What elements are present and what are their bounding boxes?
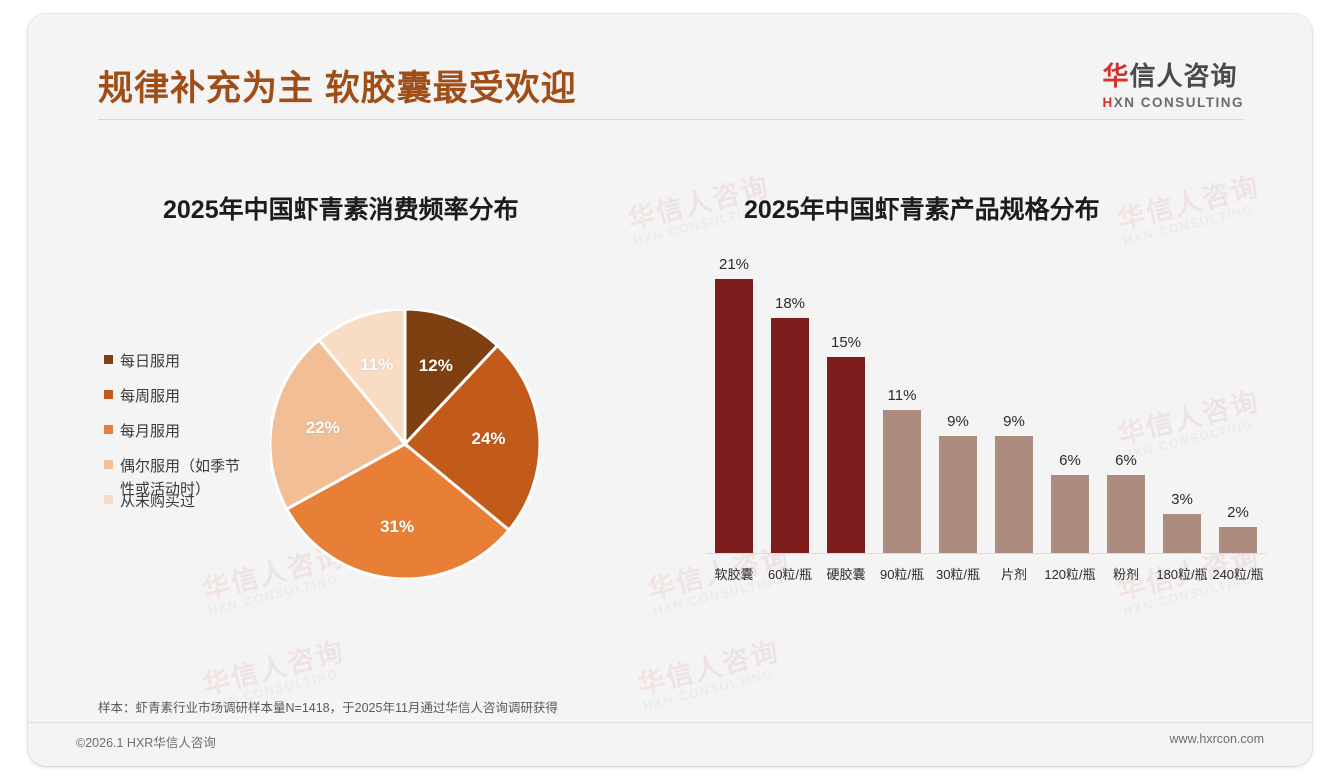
watermark-chinese: 华信人咨询 xyxy=(634,636,783,701)
bar-value-label: 15% xyxy=(830,334,862,352)
logo-chinese-rest: 信人咨询 xyxy=(1129,61,1238,91)
pie-legend-label: 从未购买过 xyxy=(120,493,196,510)
pie-chart-area: 12% 24% 31% 22% 11% xyxy=(88,174,688,634)
slide-header: 规律补充为主 软胶囊最受欢迎 华信人咨询 HXN CONSULTING xyxy=(28,14,1312,126)
bar-category-label: 60粒/瓶 xyxy=(767,567,813,582)
bar-category-label: 片剂 xyxy=(1000,567,1028,582)
pie-chart-panel: 2025年中国虾青素消费频率分布 每日服用每周服用每月服用偶尔服用（如季节性或活… xyxy=(88,174,688,634)
pie-legend-item[interactable]: 每日服用 xyxy=(104,350,254,370)
pie-svg xyxy=(270,309,540,579)
bar-value-label: 3% xyxy=(1171,490,1193,508)
watermark-chinese: 华信人咨询 xyxy=(199,636,348,701)
bar-rect[interactable] xyxy=(883,409,921,553)
bar-category-label: 180粒/瓶 xyxy=(1156,567,1208,582)
pie-legend-item[interactable]: 每月服用 xyxy=(104,420,254,440)
bar-chart-area: 21% 软胶囊 18% 60粒/瓶 15% 硬胶囊 11% 90粒/瓶 9% 30粒/瓶 9% 片剂 6… xyxy=(706,254,1266,594)
logo-english: HXN CONSULTING xyxy=(1103,95,1245,110)
pie-slice[interactable] xyxy=(403,309,500,448)
bar-rect[interactable] xyxy=(715,279,753,553)
bar-chart-panel: 2025年中国虾青素产品规格分布 21% 软胶囊 18% 60粒/瓶 15% 硬胶囊 11%… xyxy=(688,174,1268,634)
pie-graphic: 12% 24% 31% 22% 11% xyxy=(270,309,540,579)
logo-chinese: 华信人咨询 xyxy=(1103,62,1245,91)
pie-slice[interactable] xyxy=(402,343,540,533)
bar-rect[interactable] xyxy=(1163,513,1201,553)
legend-swatch-icon xyxy=(104,355,113,364)
pie-chart-title: 2025年中国虾青素消费频率分布 xyxy=(163,196,519,224)
bar-category-label: 240粒/瓶 xyxy=(1212,567,1264,582)
bar-column[interactable] xyxy=(715,279,753,553)
pie-slice[interactable] xyxy=(270,337,408,512)
page-title: 规律补充为主 软胶囊最受欢迎 xyxy=(98,69,577,108)
source-note: 样本：虾青素行业市场调研样本量N=1418，于2025年11月通过华信人咨询调研… xyxy=(98,701,558,715)
pie-slice[interactable] xyxy=(284,442,512,579)
logo-english-accent: H xyxy=(1102,94,1114,110)
bar-category-label: 120粒/瓶 xyxy=(1044,567,1096,582)
pie-legend-label: 偶尔服用（如季节性或活动时） xyxy=(120,458,241,499)
bar-plot: 21% 软胶囊 18% 60粒/瓶 15% 硬胶囊 11% 90粒/瓶 9% 30粒/瓶 9% 片剂 6… xyxy=(706,254,1266,582)
legend-swatch-icon xyxy=(104,460,113,469)
watermark-english: HXN CONSULTING xyxy=(641,667,776,714)
bar-rect[interactable] xyxy=(939,435,977,553)
bar-column[interactable] xyxy=(1051,474,1089,553)
watermark-8: 华信人咨询 HXN CONSULTING xyxy=(634,636,786,714)
pie-slice[interactable] xyxy=(316,309,407,449)
pie-legend-item[interactable]: 从未购买过 xyxy=(104,490,254,510)
logo-english-rest: XN CONSULTING xyxy=(1113,94,1244,110)
legend-swatch-icon xyxy=(104,425,113,434)
bar-value-label: 6% xyxy=(1115,451,1137,469)
pie-legend: 每日服用每周服用每月服用偶尔服用（如季节性或活动时） 从未购买过 xyxy=(104,350,254,510)
bar-column[interactable] xyxy=(827,357,865,553)
pie-legend-item[interactable]: 偶尔服用（如季节性或活动时） xyxy=(104,455,254,498)
bar-value-label: 21% xyxy=(718,256,750,274)
bar-category-label: 粉剂 xyxy=(1112,567,1140,582)
pie-legend-item[interactable]: 每周服用 xyxy=(104,385,254,405)
pie-legend-label: 每周服用 xyxy=(120,388,181,405)
bar-column[interactable] xyxy=(1163,513,1201,553)
title-divider xyxy=(98,119,1243,120)
bar-category-label: 30粒/瓶 xyxy=(935,567,981,582)
footer-divider xyxy=(28,722,1312,723)
bar-value-label: 11% xyxy=(887,386,917,404)
logo-chinese-accent: 华 xyxy=(1102,61,1130,91)
bar-rect[interactable] xyxy=(1051,474,1089,553)
bar-column[interactable] xyxy=(939,435,977,553)
bar-rect[interactable] xyxy=(995,435,1033,553)
copyright-text: ©2026.1 HXR华信人咨询 xyxy=(76,736,216,750)
bar-value-label: 9% xyxy=(1003,412,1025,430)
slide: 华信人咨询 HXN CONSULTING 华信人咨询 HXN CONSULTING 华信… xyxy=(28,14,1312,766)
x-axis-line xyxy=(706,553,1266,554)
bar-column[interactable] xyxy=(995,435,1033,553)
legend-swatch-icon xyxy=(104,390,113,399)
bar-value-label: 9% xyxy=(947,412,969,430)
pie-legend-label: 每月服用 xyxy=(120,423,181,440)
bar-chart-title: 2025年中国虾青素产品规格分布 xyxy=(744,196,1100,224)
bar-value-label: 2% xyxy=(1227,503,1249,521)
bar-column[interactable] xyxy=(883,409,921,553)
bar-rect[interactable] xyxy=(1219,526,1257,553)
bar-value-label: 6% xyxy=(1059,451,1081,469)
pie-legend-label: 每日服用 xyxy=(120,353,181,370)
legend-swatch-icon xyxy=(104,495,113,504)
bar-rect[interactable] xyxy=(827,357,865,553)
brand-logo: 华信人咨询 HXN CONSULTING xyxy=(1103,62,1245,110)
bar-category-label: 90粒/瓶 xyxy=(879,567,925,582)
bar-column[interactable] xyxy=(1219,526,1257,553)
bar-category-label: 硬胶囊 xyxy=(826,567,866,582)
website-link[interactable]: www.hxrcon.com xyxy=(1169,732,1264,746)
bar-column[interactable] xyxy=(1107,474,1145,553)
bar-column[interactable] xyxy=(771,318,809,553)
bar-category-label: 软胶囊 xyxy=(714,567,754,582)
bar-rect[interactable] xyxy=(771,318,809,553)
bar-rect[interactable] xyxy=(1107,474,1145,553)
bar-value-label: 18% xyxy=(774,295,806,313)
